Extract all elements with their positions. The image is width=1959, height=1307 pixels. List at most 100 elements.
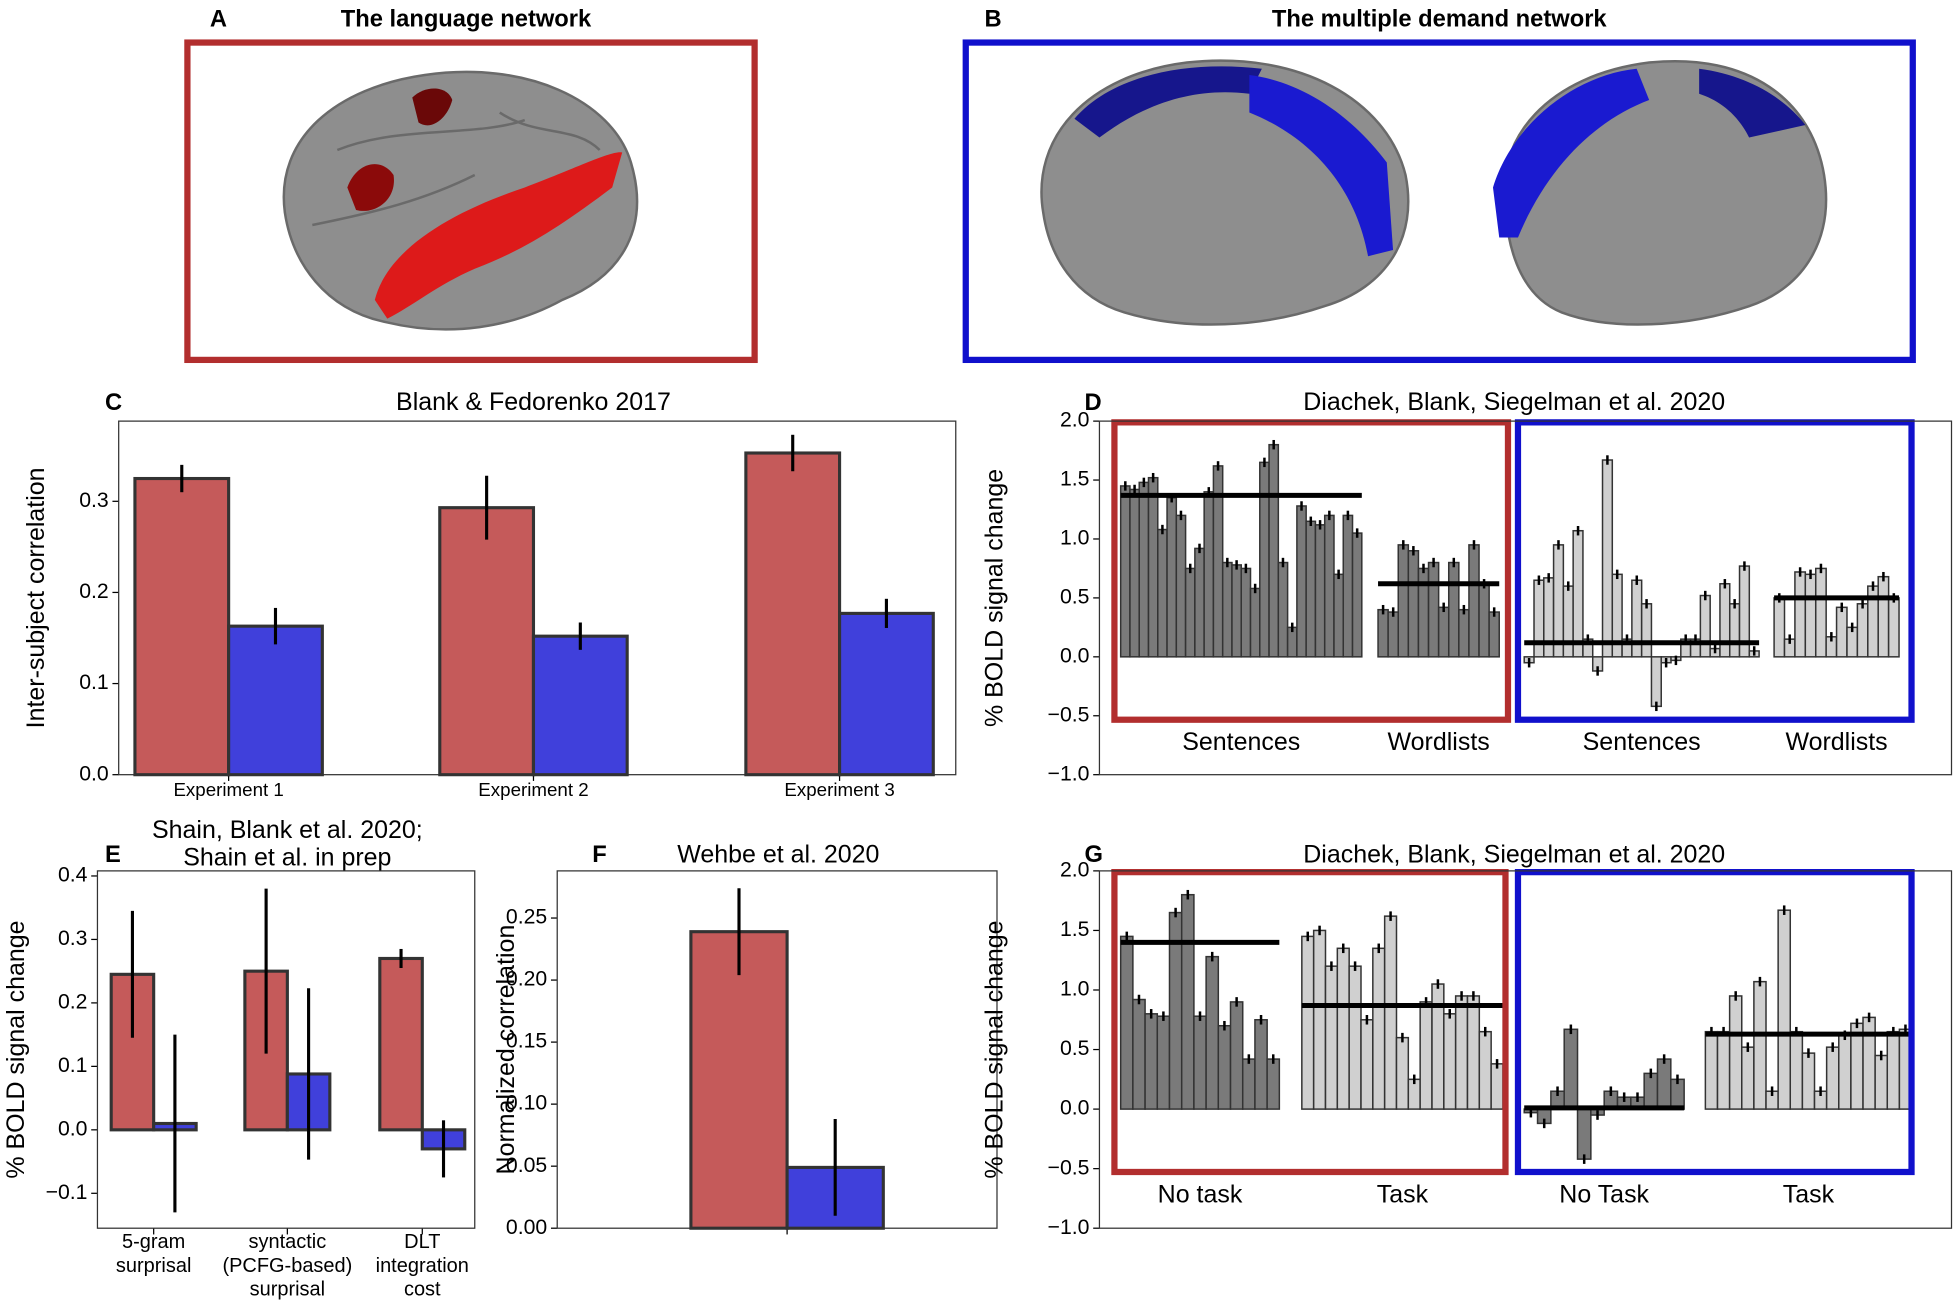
panel-title: The multiple demand network [1272, 6, 1608, 32]
x-tick-label: Experiment 1 [173, 779, 283, 800]
group-label: Sentences [1182, 728, 1300, 756]
bar [1240, 567, 1252, 658]
bar [1458, 608, 1470, 658]
bar [1874, 1054, 1889, 1110]
bar [1301, 935, 1315, 1110]
bar [1175, 514, 1187, 658]
bar [1825, 1046, 1840, 1110]
bar [1466, 995, 1481, 1110]
y-tick-label: 0.0 [1060, 1097, 1090, 1120]
plot-frame [118, 420, 957, 776]
bar [1862, 1016, 1876, 1110]
bar [1138, 481, 1150, 658]
bar [1468, 544, 1480, 658]
bar [1377, 608, 1389, 658]
bar [531, 634, 629, 777]
bar [1576, 1108, 1592, 1160]
bar [1205, 955, 1220, 1110]
network-frame [1514, 869, 1915, 1176]
bar [1443, 1013, 1457, 1110]
bar [1835, 606, 1848, 658]
bar [1203, 491, 1215, 658]
y-tick-label: 1.5 [1060, 918, 1090, 941]
bar [1552, 544, 1565, 658]
network-frame [1111, 419, 1512, 723]
y-tick-label: 1.5 [1060, 468, 1090, 491]
y-tick-label: 2.0 [1060, 409, 1090, 432]
bar [1132, 998, 1146, 1110]
bar [1229, 1001, 1244, 1110]
bar [744, 451, 842, 777]
bar [1407, 550, 1420, 658]
bar [1699, 594, 1711, 658]
x-tick-label: DLT integration cost [376, 1231, 469, 1300]
bar [1777, 909, 1792, 1110]
bar [1323, 514, 1335, 658]
bar [1656, 1058, 1672, 1110]
bar [1719, 583, 1731, 658]
y-tick-label: 1.0 [1060, 978, 1090, 1001]
plot-frame [96, 870, 476, 1229]
bar [1194, 547, 1205, 658]
bar [1312, 929, 1327, 1110]
bar [1397, 544, 1410, 658]
y-tick-label: 0.05 [506, 1154, 547, 1177]
chart-title: Wehbe et al. 2020 [677, 840, 879, 868]
bar [1268, 443, 1280, 658]
bar [1427, 561, 1440, 658]
y-axis-label: % BOLD signal change [980, 469, 1008, 727]
group-label: Wordlists [1785, 728, 1887, 756]
panel-letter: D [1084, 390, 1101, 416]
bar [1342, 514, 1354, 658]
x-tick-label: 5-gram surprisal [116, 1231, 191, 1277]
bar [1166, 496, 1178, 658]
y-tick-label: 0.15 [506, 1030, 547, 1053]
bar [1856, 603, 1869, 658]
chart-title: Diachek, Blank, Siegelman et al. 2020 [1303, 388, 1725, 416]
network-frame [1111, 869, 1509, 1176]
y-tick-label: −1.0 [1048, 762, 1090, 785]
panel-letter: G [1084, 842, 1102, 868]
y-tick-label: 0.2 [79, 580, 109, 603]
bar [1180, 893, 1195, 1110]
bar [1157, 528, 1168, 658]
bar [378, 956, 424, 1132]
bar [1562, 585, 1574, 658]
bar [1372, 947, 1386, 1110]
y-tick-label: 0.10 [506, 1092, 547, 1115]
bar [1387, 611, 1399, 658]
y-tick-label: 2.0 [1060, 858, 1090, 881]
bar [689, 930, 789, 1230]
y-tick-label: −1.0 [1048, 1216, 1090, 1239]
bar [1383, 915, 1398, 1110]
bar [1193, 1015, 1207, 1110]
bar [1447, 561, 1460, 658]
bar [1221, 561, 1233, 658]
bar [1348, 965, 1362, 1110]
bar [1129, 488, 1140, 658]
bar [1360, 1019, 1374, 1110]
bar [1419, 1001, 1433, 1110]
panel-frame [184, 39, 758, 364]
brain-image [282, 70, 639, 331]
y-axis-label: % BOLD signal change [980, 920, 1008, 1178]
bar [1643, 1072, 1659, 1110]
y-tick-label: 1.0 [1060, 527, 1090, 550]
bar [1789, 1030, 1804, 1110]
bar [1478, 1030, 1492, 1110]
network-frame [1514, 419, 1915, 723]
x-tick-label: Experiment 3 [784, 779, 894, 800]
chart-title: Blank & Fedorenko 2017 [396, 388, 671, 416]
y-tick-label: 0.2 [58, 991, 88, 1014]
group-label: No Task [1559, 1180, 1649, 1208]
bar [1650, 656, 1662, 708]
bar [1877, 575, 1890, 658]
bar [1437, 606, 1450, 658]
y-tick-label: 0.25 [506, 906, 547, 929]
bar [1351, 532, 1363, 658]
bar [838, 611, 935, 777]
bar [1119, 485, 1131, 658]
bar [1296, 505, 1307, 658]
bar [1572, 529, 1584, 658]
